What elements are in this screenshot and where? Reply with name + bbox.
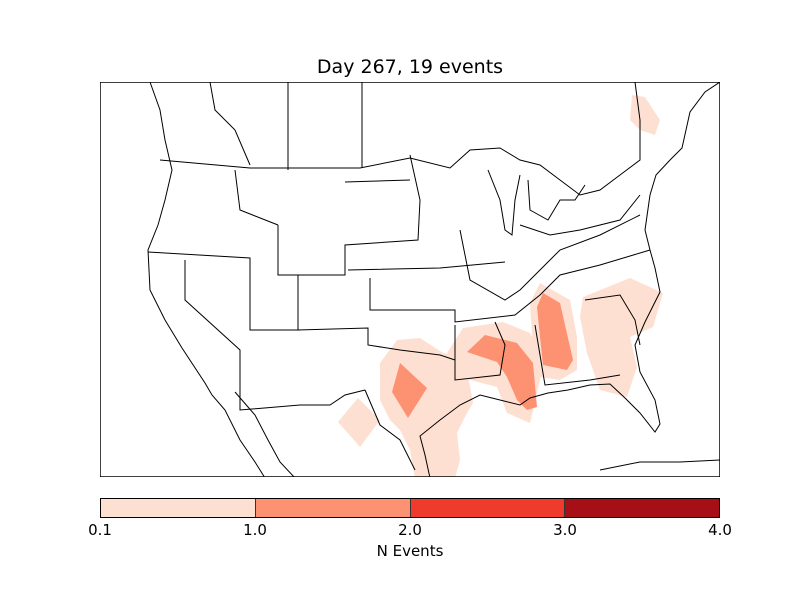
event-density-light xyxy=(338,95,663,477)
colorbar-segment-1 xyxy=(101,499,256,517)
colorbar-tick: 3.0 xyxy=(553,521,577,539)
region-new-england xyxy=(630,95,660,135)
region-texas-central xyxy=(392,363,427,418)
colorbar-label: N Events xyxy=(376,542,444,560)
colorbar-segment-4 xyxy=(565,499,719,517)
colorbar xyxy=(100,498,720,518)
map-title: Day 267, 19 events xyxy=(316,56,504,78)
colorbar-segment-2 xyxy=(255,499,411,517)
colorbar-tick: 0.1 xyxy=(88,521,112,539)
colorbar-tick: 1.0 xyxy=(243,521,267,539)
region-alabama xyxy=(537,293,573,370)
colorbar-tick: 4.0 xyxy=(708,521,732,539)
colorbar-tick: 2.0 xyxy=(398,521,422,539)
event-density-medium xyxy=(392,293,573,418)
region-carolinas-georgia xyxy=(580,278,663,397)
coastlines-and-borders xyxy=(147,82,720,477)
colorbar-segment-3 xyxy=(410,499,566,517)
region-texas-high-plains xyxy=(338,398,380,447)
region-lower-mississippi xyxy=(467,335,537,410)
